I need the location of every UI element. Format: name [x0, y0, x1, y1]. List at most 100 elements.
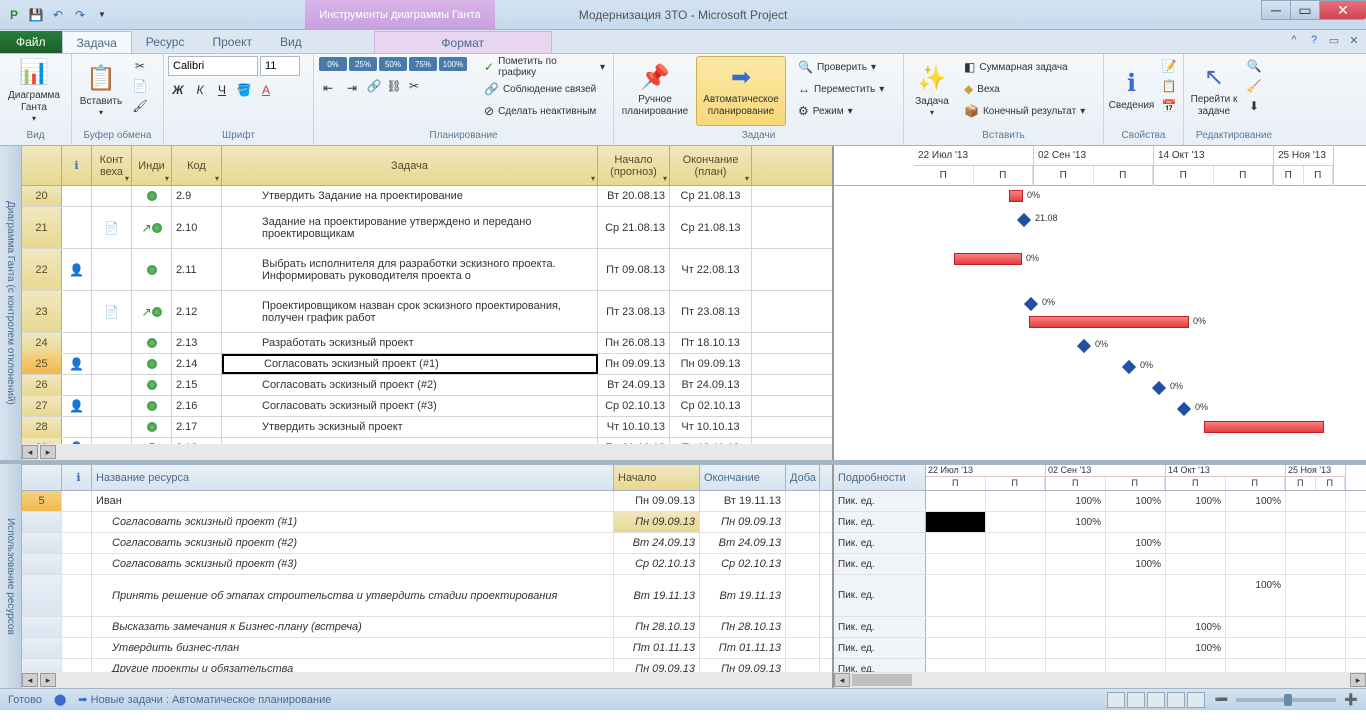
row-number[interactable]: 23: [22, 291, 62, 332]
font-color-button[interactable]: А: [256, 80, 276, 100]
res-end[interactable]: Вт 19.11.13: [700, 491, 786, 511]
move-button[interactable]: ↔Переместить ▾: [794, 78, 888, 100]
usage-cell[interactable]: [1046, 638, 1106, 658]
th-code[interactable]: Код▾: [172, 146, 222, 185]
usage-details-header[interactable]: Подробности: [834, 465, 926, 490]
close-button[interactable]: ✕: [1319, 0, 1366, 20]
usage-cell[interactable]: [926, 617, 986, 637]
res-end[interactable]: Вт 24.09.13: [700, 533, 786, 553]
cell-end[interactable]: Пт 18.10.13: [670, 333, 752, 353]
usage-cell[interactable]: [986, 491, 1046, 511]
usage-cell[interactable]: [986, 617, 1046, 637]
resource-row[interactable]: Высказать замечания к Бизнес-плану (встр…: [22, 617, 832, 638]
usage-cell[interactable]: [926, 533, 986, 553]
usage-cell[interactable]: [1166, 575, 1226, 616]
usage-row[interactable]: Пик. ед.: [834, 659, 1366, 672]
unlink-icon[interactable]: ⛓: [386, 78, 402, 94]
cell-info[interactable]: [62, 186, 92, 206]
usage-cell[interactable]: [1226, 659, 1286, 672]
res-extra[interactable]: [786, 533, 820, 553]
res-start[interactable]: Пн 09.09.13: [614, 659, 700, 672]
task-row[interactable]: 26 2.15 Согласовать эскизный проект (#2)…: [22, 375, 832, 396]
cell-start[interactable]: Пн 26.08.13: [598, 333, 670, 353]
th-start[interactable]: Начало (прогноз)▾: [598, 146, 670, 185]
res-end[interactable]: Ср 02.10.13: [700, 554, 786, 574]
task-row[interactable]: 22 👤 2.11 Выбрать исполнителя для разраб…: [22, 249, 832, 291]
res-rownum[interactable]: 5: [22, 491, 62, 511]
pct-100[interactable]: 100%: [439, 57, 467, 71]
cell-indi[interactable]: [132, 333, 172, 353]
resource-row[interactable]: Утвердить бизнес-план Пт 01.11.13 Пт 01.…: [22, 638, 832, 659]
usage-cell[interactable]: [926, 512, 986, 532]
resource-row[interactable]: Согласовать эскизный проект (#3) Ср 02.1…: [22, 554, 832, 575]
copy-icon[interactable]: 📄: [130, 76, 150, 96]
res-extra[interactable]: [786, 617, 820, 637]
usage-cell[interactable]: [1286, 512, 1346, 532]
usage-row[interactable]: Пик. ед.100%: [834, 638, 1366, 659]
cell-end[interactable]: Ср 21.08.13: [670, 207, 752, 248]
cell-info[interactable]: [62, 417, 92, 437]
resource-row[interactable]: Согласовать эскизный проект (#1) Пн 09.0…: [22, 512, 832, 533]
usage-cell[interactable]: [986, 638, 1046, 658]
scroll-right-icon3[interactable]: ▸: [1350, 673, 1366, 687]
res-extra[interactable]: [786, 554, 820, 574]
resource-row[interactable]: Другие проекты и обязательства Пн 09.09.…: [22, 659, 832, 672]
clear-icon[interactable]: 🧹: [1244, 76, 1264, 96]
cell-task-name[interactable]: Задание на проектирование утверждено и п…: [222, 207, 598, 248]
usage-hscroll[interactable]: ◂ ▸: [834, 672, 1366, 688]
cell-indi[interactable]: [132, 249, 172, 290]
timeline-icon[interactable]: 📅: [1159, 96, 1179, 116]
th-end[interactable]: Окончание (план)▾: [670, 146, 752, 185]
cell-end[interactable]: Пт 23.08.13: [670, 291, 752, 332]
help-icon[interactable]: ?: [1306, 32, 1322, 48]
usage-cell[interactable]: [986, 512, 1046, 532]
view-team-icon[interactable]: [1147, 692, 1165, 708]
usage-cell[interactable]: [1166, 512, 1226, 532]
res-info[interactable]: [62, 659, 92, 672]
usage-cell[interactable]: [1106, 617, 1166, 637]
rh-end[interactable]: Окончание: [700, 465, 786, 490]
cell-task-name[interactable]: Согласовать эскизный проект (#3): [222, 396, 598, 416]
paste-button[interactable]: 📋Вставить▾: [76, 56, 126, 126]
pct-0[interactable]: 0%: [319, 57, 347, 71]
cell-info[interactable]: 👤: [62, 396, 92, 416]
cell-start[interactable]: Ср 21.08.13: [598, 207, 670, 248]
res-start[interactable]: Вт 19.11.13: [614, 575, 700, 616]
undo-icon[interactable]: ↶: [48, 5, 68, 25]
res-info[interactable]: [62, 617, 92, 637]
usage-cell[interactable]: [1046, 554, 1106, 574]
task-row[interactable]: 24 2.13 Разработать эскизный проект Пн 2…: [22, 333, 832, 354]
qat-dropdown-icon[interactable]: ▼: [92, 5, 112, 25]
deliverable-button[interactable]: 📦Конечный результат ▾: [960, 100, 1089, 122]
task-hscroll[interactable]: ◂ ▸: [22, 444, 832, 460]
usage-cell[interactable]: [1286, 554, 1346, 574]
th-info[interactable]: ℹ: [62, 146, 92, 185]
cell-veha[interactable]: 📄: [92, 207, 132, 248]
find-icon[interactable]: 🔍: [1244, 56, 1264, 76]
usage-cell[interactable]: [926, 554, 986, 574]
mark-on-track-button[interactable]: ✓Пометить по графику ▾: [480, 56, 609, 78]
cell-start[interactable]: Вт 24.09.13: [598, 375, 670, 395]
res-end[interactable]: Пт 01.11.13: [700, 638, 786, 658]
cell-indi[interactable]: ↗: [132, 291, 172, 332]
usage-cell[interactable]: [1046, 575, 1106, 616]
usage-cell[interactable]: 100%: [1106, 554, 1166, 574]
bold-button[interactable]: Ж: [168, 80, 188, 100]
font-size-select[interactable]: [260, 56, 300, 76]
resource-row[interactable]: 5 Иван Пн 09.09.13 Вт 19.11.13: [22, 491, 832, 512]
cell-end[interactable]: Чт 22.08.13: [670, 249, 752, 290]
usage-cell[interactable]: [1226, 554, 1286, 574]
cell-veha[interactable]: [92, 396, 132, 416]
res-name[interactable]: Иван: [92, 491, 614, 511]
usage-cell[interactable]: [1046, 659, 1106, 672]
tab-task[interactable]: Задача: [62, 31, 132, 53]
view-gantt-icon[interactable]: [1107, 692, 1125, 708]
usage-cell[interactable]: 100%: [1106, 491, 1166, 511]
cell-task-name[interactable]: Проектировщиком назван срок эскизного пр…: [222, 291, 598, 332]
cell-veha[interactable]: [92, 417, 132, 437]
cell-indi[interactable]: [132, 375, 172, 395]
cell-code[interactable]: 2.14: [172, 354, 222, 374]
res-extra[interactable]: [786, 575, 820, 616]
usage-cell[interactable]: [986, 575, 1046, 616]
auto-schedule-button[interactable]: ➡Автоматическое планирование: [696, 56, 786, 126]
